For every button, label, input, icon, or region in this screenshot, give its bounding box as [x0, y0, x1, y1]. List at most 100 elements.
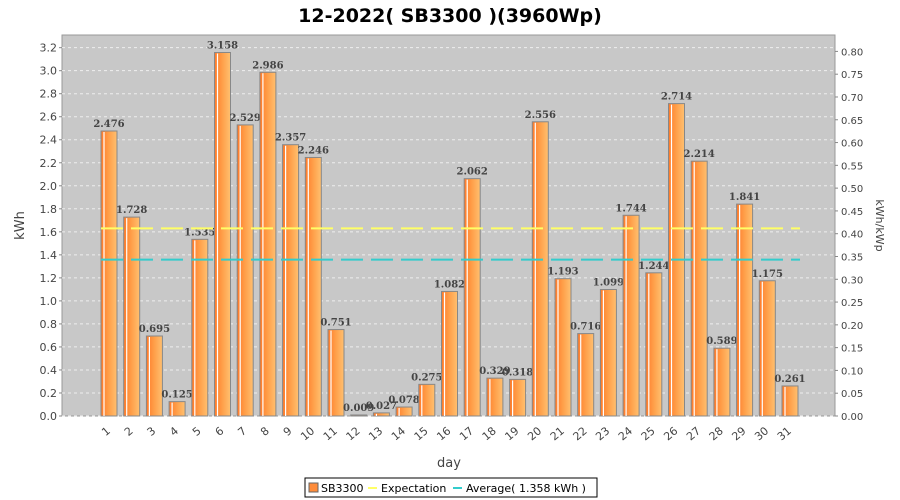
legend: SB3300 Expectation Average( 1.358 kWh ) [304, 477, 598, 498]
x-tick-label: 22 [571, 424, 590, 443]
legend-item: Expectation [381, 482, 446, 495]
data-label: 0.695 [139, 324, 170, 335]
x-tick-label: 27 [684, 424, 703, 443]
bar-day-8 [259, 71, 277, 417]
y-tick-label: 2.4 [40, 134, 58, 147]
y-tick-label: 0.2 [40, 387, 58, 400]
y-right-tick-label: 0.05 [841, 389, 863, 400]
x-tick-label: 6 [213, 424, 227, 438]
x-tick-label: 5 [190, 424, 204, 438]
x-tick-label: 16 [434, 424, 453, 443]
y-tick-label: 2.2 [40, 157, 58, 170]
bar-day-20 [531, 121, 549, 417]
data-label: 1.728 [116, 205, 147, 216]
data-label: 1.082 [434, 279, 465, 290]
bar-day-13 [372, 412, 390, 417]
data-label: 0.125 [161, 390, 192, 401]
y-right-tick-label: 0.80 [841, 47, 863, 58]
data-label: 2.062 [457, 167, 488, 178]
data-label: 1.244 [638, 261, 669, 272]
x-tick-label: 7 [235, 424, 249, 438]
x-tick-label: 12 [344, 424, 363, 443]
y-right-tick-label: 0.10 [841, 366, 863, 377]
y-tick-label: 2.8 [40, 88, 58, 101]
y-right-tick-label: 0.30 [841, 275, 863, 286]
bar-day-17 [463, 178, 481, 417]
x-tick-label: 29 [729, 424, 748, 443]
x-tick-label: 1 [99, 424, 113, 438]
data-label: 1.841 [729, 192, 760, 203]
data-label: 2.357 [275, 133, 306, 144]
x-tick-label: 19 [502, 424, 521, 443]
legend-item: Average( 1.358 kWh ) [466, 482, 586, 495]
bar-day-10 [304, 156, 322, 417]
data-label: 2.246 [298, 145, 329, 156]
data-label: 0.027 [366, 401, 397, 412]
bar-day-9 [282, 144, 300, 417]
y-right-tick-label: 0.60 [841, 139, 863, 150]
data-label: 0.329 [479, 366, 510, 377]
data-label: 0.751 [320, 318, 351, 329]
bar-day-22 [577, 333, 595, 417]
data-label: 1.193 [547, 267, 578, 278]
bar-day-25 [645, 272, 663, 417]
y-tick-label: 1.6 [40, 226, 58, 239]
data-label: 2.986 [252, 60, 283, 71]
data-label: 0.589 [706, 336, 737, 347]
bar-day-28 [713, 347, 731, 417]
x-tick-label: 18 [480, 424, 499, 443]
x-tick-label: 2 [122, 424, 136, 438]
bar-day-23 [599, 288, 617, 417]
chart-title: 12-2022( SB3300 )(3960Wp) [298, 5, 602, 27]
x-tick-label: 11 [321, 424, 340, 443]
y-right-tick-label: 0.70 [841, 93, 863, 104]
data-label: 2.714 [661, 92, 692, 103]
legend-item: SB3300 [321, 482, 364, 495]
data-label: 1.099 [593, 277, 624, 288]
data-label: 0.716 [570, 322, 601, 333]
data-label: 2.556 [525, 110, 556, 121]
x-tick-label: 28 [707, 424, 726, 443]
bar-day-14 [395, 406, 413, 417]
x-tick-label: 23 [593, 424, 612, 443]
y-tick-label: 2.0 [40, 180, 58, 193]
bar-day-16 [441, 290, 458, 417]
y-tick-label: 2.6 [40, 111, 58, 124]
bar-day-29 [736, 203, 754, 417]
y-right-tick-label: 0.55 [841, 161, 863, 172]
x-tick-label: 20 [525, 424, 544, 443]
x-tick-label: 3 [145, 424, 159, 438]
x-tick-label: 10 [298, 424, 317, 443]
y-right-tick-label: 0.65 [841, 116, 863, 127]
bar-day-15 [418, 383, 436, 417]
y-tick-label: 0.8 [40, 318, 58, 331]
y-tick-label: 1.0 [40, 295, 58, 308]
data-label: 1.535 [184, 227, 215, 238]
bar-day-21 [554, 278, 572, 417]
y-right-tick-label: 0.35 [841, 252, 863, 263]
y-right-tick-label: 0.25 [841, 298, 863, 309]
x-tick-label: 26 [661, 424, 680, 443]
bar-day-18 [486, 377, 504, 417]
bar-day-6 [214, 51, 231, 417]
data-label: 0.009 [343, 403, 374, 414]
x-tick-label: 15 [412, 424, 431, 443]
bar-day-24 [622, 214, 640, 417]
bar-day-4 [168, 401, 186, 417]
data-label: 2.476 [93, 119, 124, 130]
bar-day-27 [690, 160, 708, 417]
y-tick-label: 1.2 [40, 272, 58, 285]
bar-day-11 [327, 329, 345, 417]
x-tick-label: 8 [258, 424, 272, 438]
data-label: 1.175 [752, 269, 783, 280]
x-tick-label: 14 [389, 424, 408, 443]
bar-day-12 [350, 414, 368, 417]
x-tick-label: 24 [616, 424, 635, 443]
bar-day-3 [145, 335, 163, 417]
x-axis-label: day [437, 456, 461, 471]
x-tick-label: 31 [775, 424, 794, 443]
data-label: 2.214 [684, 149, 715, 160]
bar-day-2 [123, 216, 141, 417]
